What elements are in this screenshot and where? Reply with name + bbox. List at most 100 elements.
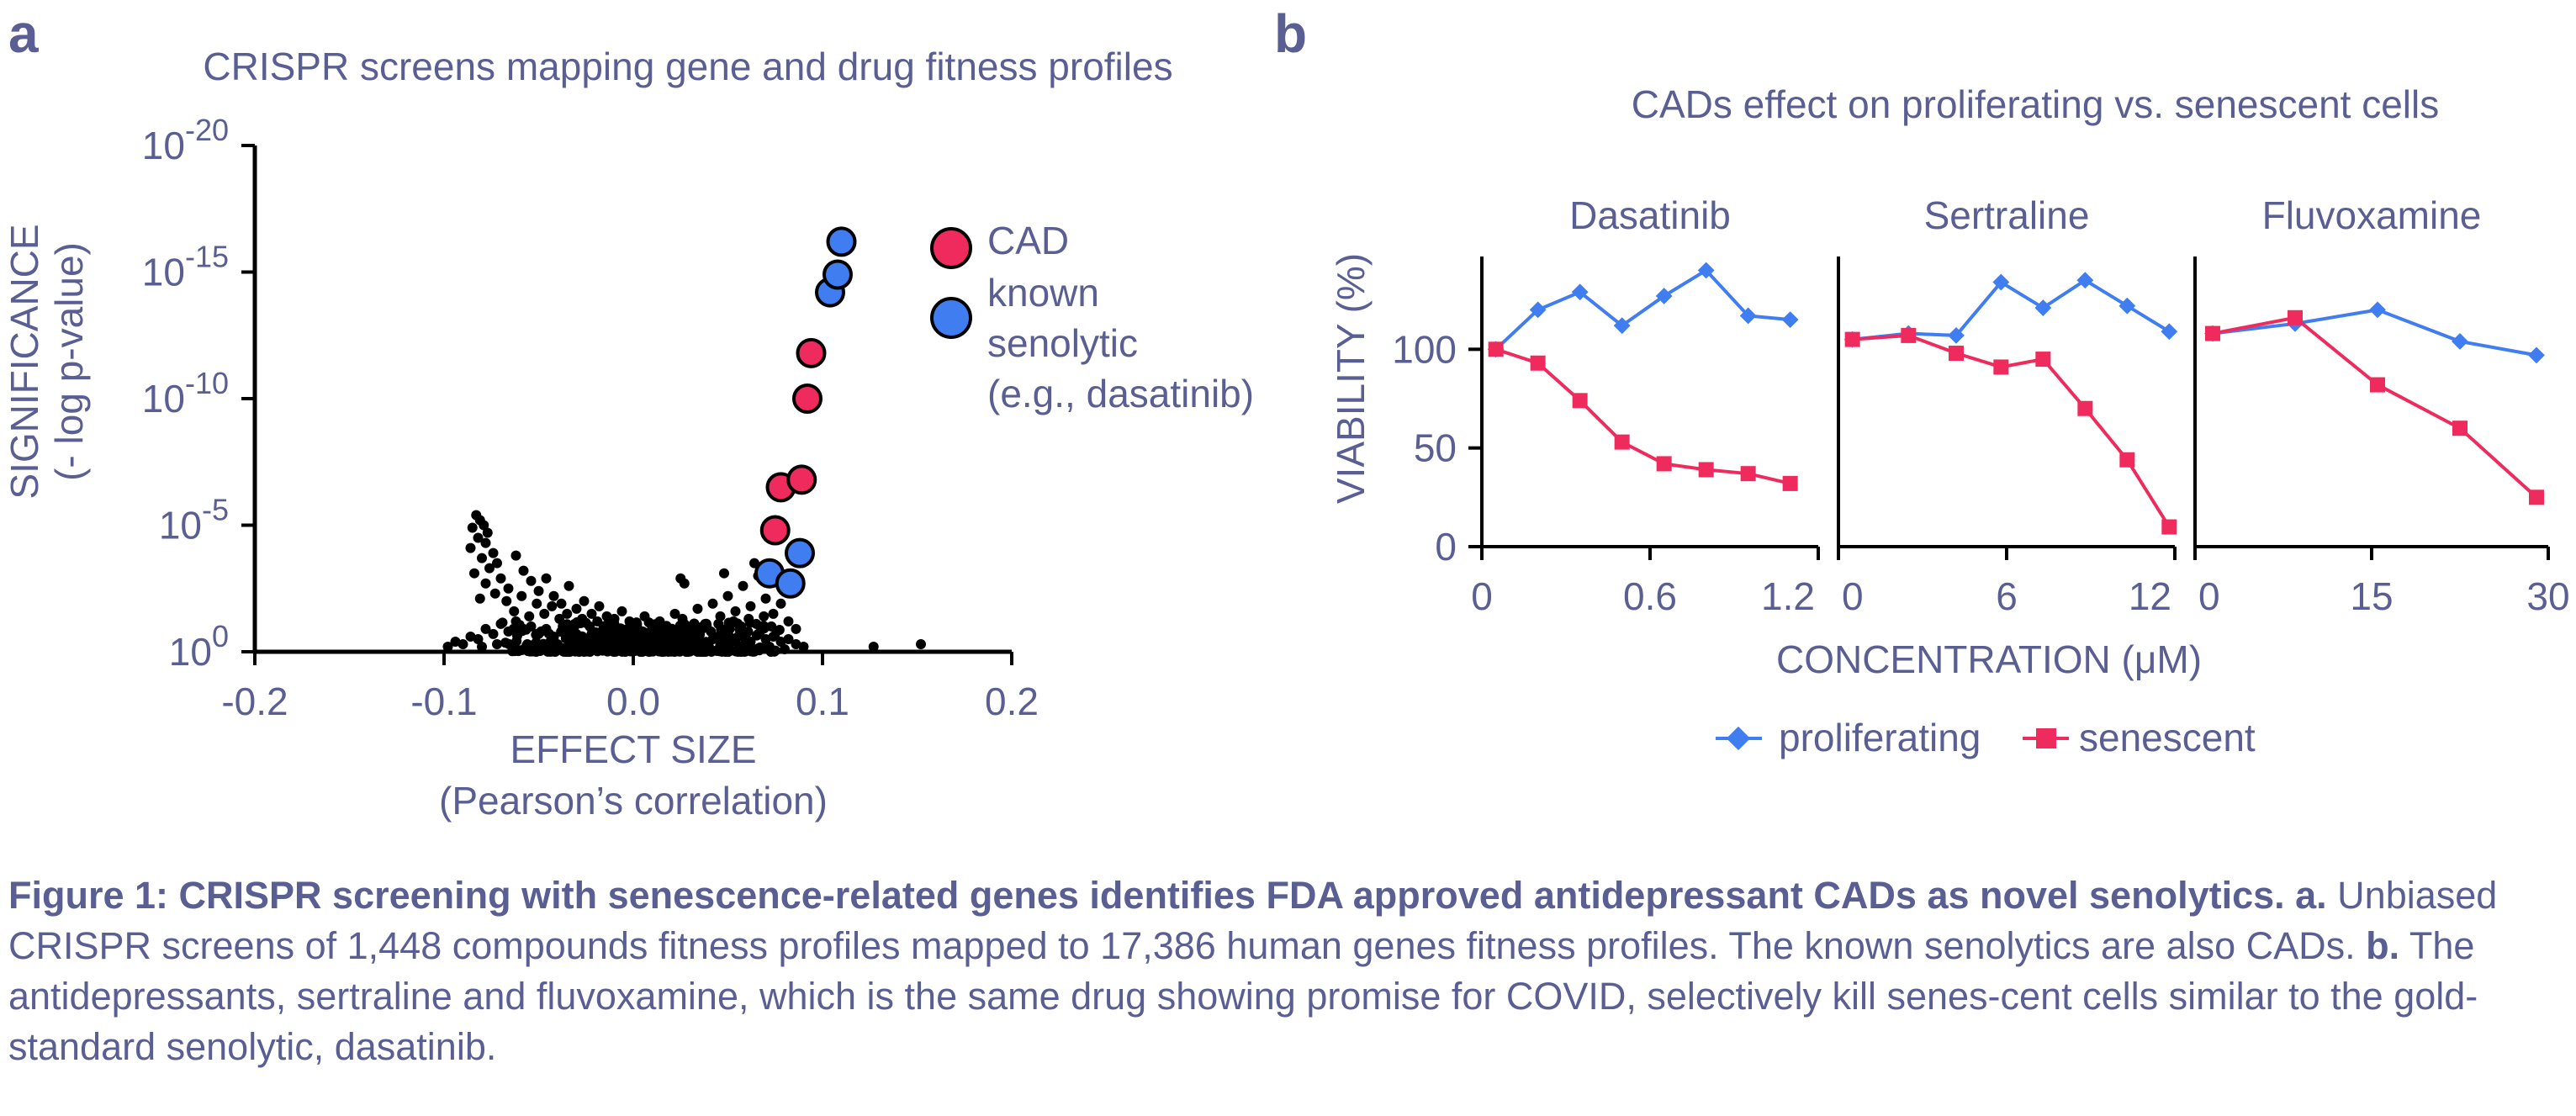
scatter-point bbox=[521, 624, 532, 635]
scatter-point bbox=[577, 631, 588, 642]
scatter-cad-point bbox=[759, 515, 791, 546]
series-point-senescent bbox=[1572, 393, 1588, 409]
scatter-point bbox=[775, 598, 786, 609]
scatter-point bbox=[600, 634, 611, 645]
scatter-point bbox=[616, 606, 627, 616]
scatter-point bbox=[707, 598, 718, 609]
scatter-point bbox=[770, 630, 780, 641]
scatter-point bbox=[477, 553, 487, 563]
scatter-point bbox=[791, 638, 801, 649]
scatter-point bbox=[492, 558, 502, 569]
scatter-senolytic-point bbox=[775, 568, 806, 599]
scatter-point bbox=[500, 637, 511, 648]
line-panel-title: CADs effect on proliferating vs. senesce… bbox=[1632, 82, 2440, 126]
scatter-point bbox=[722, 590, 733, 601]
scatter-point bbox=[473, 532, 484, 543]
scatter-panel: CRISPR screens mapping gene and drug fit… bbox=[3, 45, 1254, 822]
scatter-point bbox=[501, 595, 512, 606]
scatter-point bbox=[669, 608, 680, 619]
series-point-senescent bbox=[2288, 309, 2303, 325]
scatter-point bbox=[715, 611, 726, 621]
legend-senolytic-label: known bbox=[987, 271, 1099, 315]
scatter-cad-point bbox=[792, 383, 823, 414]
scatter-point bbox=[566, 634, 577, 645]
scatter-xlabel2: (Pearson’s correlation) bbox=[439, 779, 828, 822]
line-panel: CADs effect on proliferating vs. senesce… bbox=[1329, 82, 2570, 759]
subplot-title: Sertraline bbox=[1924, 193, 2090, 237]
series-point-senescent bbox=[1656, 456, 1672, 472]
series-point-senescent bbox=[1993, 359, 2009, 375]
scatter-point bbox=[539, 608, 550, 619]
scatter-point bbox=[541, 573, 552, 584]
series-point-proliferating bbox=[1529, 301, 1547, 319]
scatter-ytick-label: 10-20 bbox=[142, 113, 229, 167]
scatter-point bbox=[744, 617, 755, 628]
series-point-senescent bbox=[2077, 400, 2093, 416]
scatter-point bbox=[516, 590, 527, 601]
scatter-ytick-label: 100 bbox=[169, 619, 229, 674]
scatter-point bbox=[708, 632, 719, 643]
scatter-point bbox=[480, 623, 491, 634]
scatter-point bbox=[615, 623, 626, 634]
legend-senescent-marker bbox=[2036, 728, 2056, 748]
series-point-proliferating bbox=[1655, 288, 1673, 304]
scatter-point bbox=[469, 568, 479, 579]
scatter-point bbox=[738, 627, 748, 638]
scatter-highlight-points bbox=[754, 226, 857, 599]
scatter-point bbox=[503, 583, 514, 594]
series-point-senescent bbox=[2119, 452, 2135, 468]
scatter-legend: CAD known senolytic (e.g., dasatinib) bbox=[930, 219, 1254, 415]
scatter-point bbox=[524, 611, 535, 621]
series-point-proliferating bbox=[1948, 327, 1965, 344]
scatter-point bbox=[488, 547, 499, 558]
caption-bold2: b. bbox=[2366, 924, 2400, 967]
scatter-point bbox=[754, 627, 765, 638]
scatter-point bbox=[480, 537, 491, 548]
subplot-xtick-label: 1.2 bbox=[1761, 574, 1815, 618]
scatter-point bbox=[732, 618, 743, 629]
scatter-point bbox=[738, 580, 748, 591]
series-line-senescent bbox=[1852, 333, 2171, 528]
subplot-sertraline: Sertraline 0 6 12 bbox=[1837, 193, 2178, 618]
scatter-point bbox=[533, 585, 544, 596]
series-point-proliferating bbox=[2118, 297, 2136, 315]
scatter-point bbox=[648, 627, 659, 638]
figure-caption: Figure 1: CRISPR screening with senescen… bbox=[8, 870, 2565, 1072]
scatter-ytick-label: 10-15 bbox=[142, 240, 229, 294]
scatter-point bbox=[743, 636, 754, 647]
scatter-point bbox=[556, 598, 567, 609]
scatter-point bbox=[492, 638, 502, 649]
series-point-proliferating bbox=[1739, 307, 1757, 325]
scatter-point bbox=[543, 628, 554, 639]
scatter-point bbox=[558, 620, 569, 631]
scatter-point bbox=[791, 623, 801, 634]
scatter-point bbox=[692, 603, 703, 614]
series-point-proliferating bbox=[2369, 301, 2386, 319]
line-ytick-label: 0 bbox=[1435, 525, 1457, 569]
subplot-dasatinib: Dasatinib 0 0.6 1.2 bbox=[1471, 193, 1820, 618]
scatter-point bbox=[450, 636, 461, 647]
series-line-proliferating bbox=[1494, 267, 1791, 351]
scatter-ytick-label: 10-10 bbox=[142, 366, 229, 420]
series-point-proliferating bbox=[1613, 317, 1631, 335]
series-point-senescent bbox=[1614, 434, 1630, 450]
scatter-ylabel2: (- log p-value) bbox=[47, 242, 91, 481]
scatter-point bbox=[694, 642, 705, 653]
subplot-xtick-label: 6 bbox=[1996, 574, 2018, 618]
scatter-x-ticks: -0.2 -0.1 0.0 0.1 0.2 bbox=[221, 652, 1039, 723]
scatter-point bbox=[509, 606, 520, 616]
scatter-point bbox=[916, 638, 926, 649]
scatter-point bbox=[572, 616, 583, 627]
line-legend: proliferating senescent bbox=[1716, 716, 2256, 759]
scatter-point bbox=[579, 595, 590, 606]
scatter-point bbox=[532, 598, 542, 609]
series-point-proliferating bbox=[2161, 323, 2178, 341]
series-point-senescent bbox=[2529, 489, 2544, 505]
legend-cad-marker bbox=[930, 227, 972, 269]
scatter-point bbox=[442, 641, 453, 652]
series-point-senescent bbox=[2452, 420, 2468, 436]
series-point-senescent bbox=[2035, 352, 2051, 368]
scatter-point bbox=[562, 608, 573, 619]
legend-cad-label: CAD bbox=[987, 219, 1069, 262]
series-point-proliferating bbox=[1781, 311, 1799, 329]
